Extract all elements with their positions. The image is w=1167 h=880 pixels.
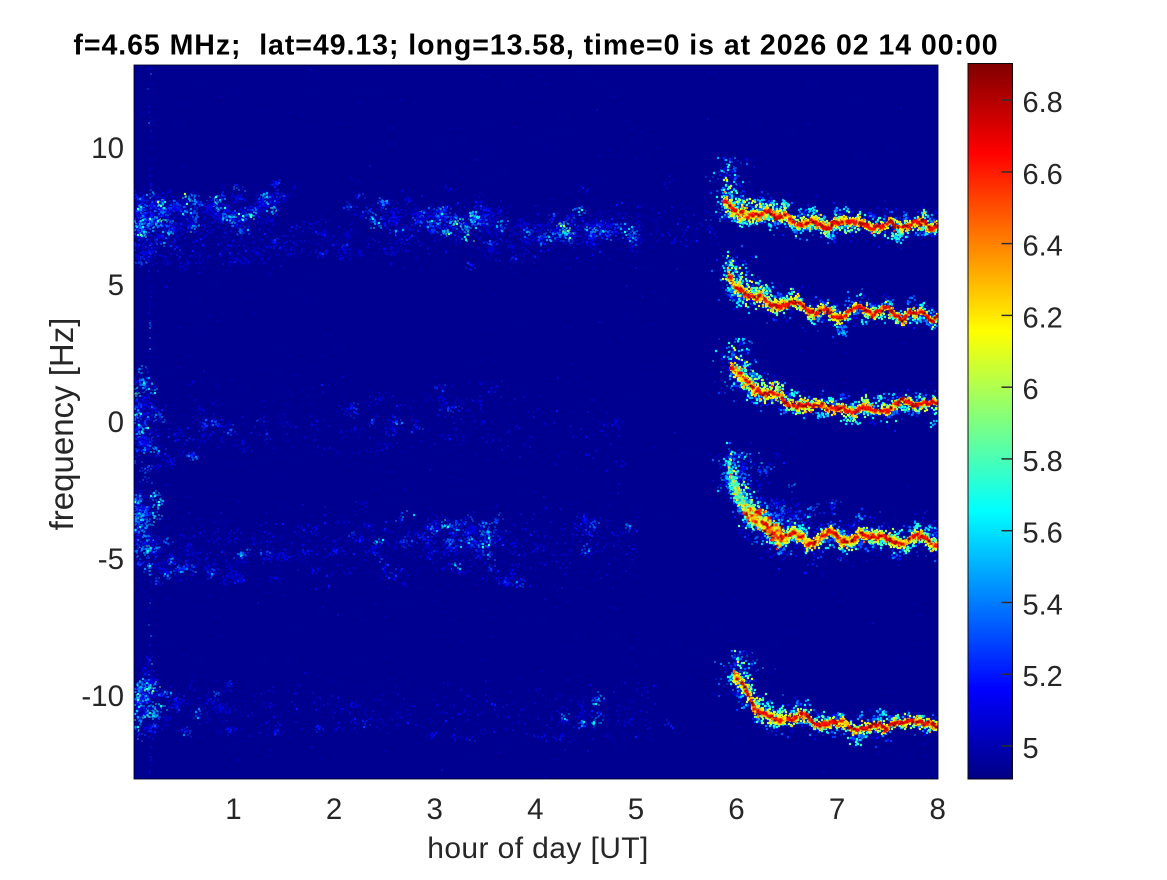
svg-text:5.4: 5.4 xyxy=(1023,589,1063,621)
svg-text:1: 1 xyxy=(225,793,241,826)
svg-text:2: 2 xyxy=(326,793,342,826)
svg-text:-10: -10 xyxy=(81,680,124,713)
svg-text:5.8: 5.8 xyxy=(1023,446,1063,478)
svg-text:5.2: 5.2 xyxy=(1023,661,1063,693)
svg-text:5: 5 xyxy=(628,793,644,826)
svg-text:6.6: 6.6 xyxy=(1023,159,1063,191)
svg-text:-5: -5 xyxy=(98,543,124,576)
svg-text:10: 10 xyxy=(91,132,124,165)
svg-text:4: 4 xyxy=(527,793,543,826)
svg-text:hour of day [UT]: hour of day [UT] xyxy=(427,832,649,865)
svg-text:6.2: 6.2 xyxy=(1023,302,1063,334)
svg-text:0: 0 xyxy=(108,406,124,439)
svg-text:6.4: 6.4 xyxy=(1023,231,1063,263)
svg-text:8: 8 xyxy=(929,793,945,826)
svg-text:6: 6 xyxy=(728,793,744,826)
svg-text:f=4.65 MHz; lat=49.13; long=1: f=4.65 MHz; lat=49.13; long=13.58, time=… xyxy=(73,30,998,62)
svg-text:7: 7 xyxy=(829,793,845,826)
svg-text:5: 5 xyxy=(1023,733,1039,765)
svg-text:5.6: 5.6 xyxy=(1023,518,1063,550)
svg-text:6: 6 xyxy=(1023,374,1039,406)
svg-text:3: 3 xyxy=(426,793,442,826)
svg-text:frequency [Hz]: frequency [Hz] xyxy=(43,318,80,531)
svg-text:6.8: 6.8 xyxy=(1023,87,1063,119)
svg-text:5: 5 xyxy=(108,269,124,302)
